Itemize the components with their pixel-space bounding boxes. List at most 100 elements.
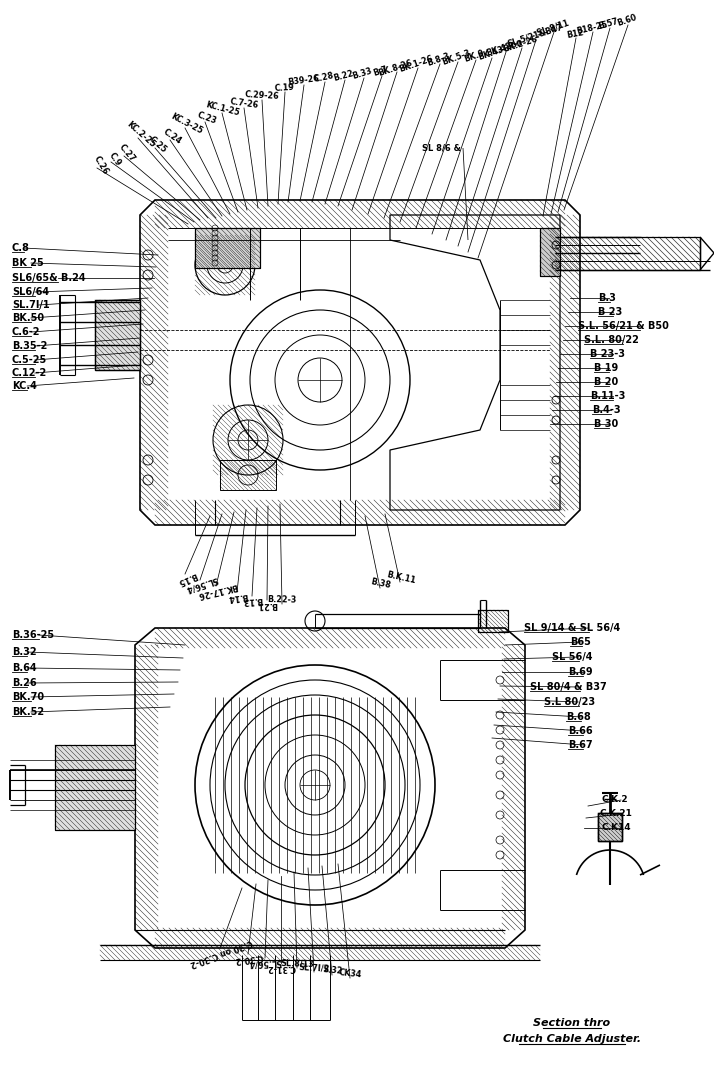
- Text: C.8: C.8: [12, 243, 30, 253]
- Text: SL.7I/1: SL.7I/1: [12, 300, 50, 310]
- Text: B.38: B.38: [370, 577, 392, 590]
- Text: B65: B65: [570, 637, 591, 647]
- Text: B.K.11: B.K.11: [386, 570, 416, 585]
- Text: BK.2-26: BK.2-26: [503, 34, 539, 53]
- Text: C.9: C.9: [107, 150, 123, 168]
- Text: B 23: B 23: [598, 307, 622, 317]
- Text: B.11-3: B.11-3: [590, 391, 625, 401]
- Bar: [478, 610, 508, 632]
- Text: SL 9/14 & SL 56/4: SL 9/14 & SL 56/4: [524, 623, 620, 633]
- Text: B.3: B.3: [598, 293, 616, 303]
- Text: B.67: B.67: [568, 740, 593, 750]
- Text: B.36-25: B.36-25: [12, 630, 54, 640]
- Bar: [540, 228, 560, 276]
- Text: B.22-3: B.22-3: [267, 594, 297, 604]
- Text: SL 80/4 & B37: SL 80/4 & B37: [530, 682, 607, 692]
- Text: S.L 80/23: S.L 80/23: [544, 697, 595, 707]
- Text: C.12-2: C.12-2: [12, 368, 47, 378]
- Bar: [195, 228, 260, 268]
- Text: KC.1-25: KC.1-25: [205, 100, 241, 117]
- Text: C.19: C.19: [274, 82, 295, 93]
- Text: C.26: C.26: [91, 155, 110, 176]
- Text: C.25: C.25: [147, 134, 169, 155]
- Bar: [95, 300, 140, 370]
- Text: B 19: B 19: [594, 363, 618, 373]
- Text: B.66: B.66: [568, 726, 593, 736]
- Text: KC.3-25: KC.3-25: [170, 112, 204, 136]
- Text: B.32: B.32: [12, 647, 36, 657]
- Text: C.27: C.27: [118, 143, 137, 163]
- Text: S.L. 80/22: S.L. 80/22: [584, 335, 639, 345]
- Bar: [478, 610, 508, 632]
- Text: B.64: B.64: [12, 663, 36, 673]
- Text: B.69: B.69: [568, 667, 593, 676]
- Text: SL.56/4: SL.56/4: [184, 575, 218, 594]
- Text: B.7: B.7: [372, 65, 389, 78]
- Text: B 23-3: B 23-3: [590, 349, 625, 359]
- Text: C.29-26: C.29-26: [245, 90, 280, 101]
- Text: B.26: B.26: [12, 678, 36, 688]
- Bar: [540, 228, 560, 276]
- Text: BK.52: BK.52: [12, 707, 44, 717]
- Bar: [598, 813, 622, 841]
- Text: KC.2-25: KC.2-25: [125, 120, 157, 149]
- Bar: [195, 228, 260, 268]
- Text: BK.1-26: BK.1-26: [398, 53, 435, 74]
- Text: C.24: C.24: [161, 127, 183, 146]
- Bar: [598, 813, 622, 841]
- Text: C.K14: C.K14: [601, 824, 630, 832]
- Text: SL 8/6 &: SL 8/6 &: [422, 143, 461, 153]
- Text: SL 8/11: SL 8/11: [536, 18, 570, 37]
- Text: BK.43: BK.43: [477, 45, 505, 62]
- Text: Section thro: Section thro: [533, 1018, 610, 1028]
- Text: B.57: B.57: [598, 17, 620, 31]
- Text: C.7-26: C.7-26: [230, 97, 260, 110]
- Text: B.22: B.22: [333, 68, 355, 82]
- Text: B.60: B.60: [615, 13, 638, 29]
- Text: SL.7I/2: SL.7I/2: [298, 962, 330, 973]
- Text: B 20: B 20: [594, 377, 618, 387]
- Text: B12: B12: [566, 28, 585, 39]
- Text: C.K.21: C.K.21: [600, 810, 633, 818]
- Text: SL.5/21&B47: SL.5/21&B47: [506, 22, 563, 49]
- Text: C.28: C.28: [313, 71, 335, 84]
- Text: B.8-3: B.8-3: [426, 51, 451, 68]
- Text: SL.56/4: SL.56/4: [248, 957, 282, 968]
- Text: BK.70: BK.70: [12, 692, 44, 702]
- Bar: [55, 745, 135, 830]
- Text: C.6-2: C.6-2: [12, 327, 41, 337]
- Text: BK.8-26: BK.8-26: [378, 58, 414, 78]
- Text: B39-26: B39-26: [287, 74, 320, 87]
- Text: B 30: B 30: [594, 419, 618, 429]
- Text: S.L. 56/21 & B50: S.L. 56/21 & B50: [578, 321, 669, 331]
- Text: BK.50: BK.50: [12, 313, 44, 323]
- Text: CK34: CK34: [338, 968, 363, 980]
- Text: B.14: B.14: [227, 591, 248, 602]
- Text: BK 25: BK 25: [12, 258, 44, 268]
- Text: C.23: C.23: [196, 110, 218, 126]
- Text: C.30-2: C.30-2: [233, 953, 263, 965]
- Text: B18-25: B18-25: [575, 19, 608, 35]
- Text: B.13: B.13: [242, 595, 263, 606]
- Text: B.21: B.21: [257, 600, 277, 609]
- Bar: [220, 460, 276, 490]
- Text: B.15: B.15: [176, 570, 198, 586]
- Bar: [55, 745, 135, 830]
- Text: SL6/64: SL6/64: [12, 287, 49, 297]
- Text: B.33: B.33: [352, 66, 373, 81]
- Text: BK.5-3: BK.5-3: [441, 48, 472, 67]
- Bar: [555, 237, 700, 270]
- Text: Clutch Cable Adjuster.: Clutch Cable Adjuster.: [503, 1034, 641, 1044]
- Text: B.68: B.68: [566, 712, 590, 722]
- Text: S.32: S.32: [322, 966, 343, 976]
- Text: SL6/65& B.24: SL6/65& B.24: [12, 273, 86, 283]
- Text: B.4-3: B.4-3: [592, 405, 620, 415]
- Text: C.30 on C.30-2: C.30 on C.30-2: [189, 937, 254, 968]
- Bar: [95, 300, 140, 370]
- Text: SL.8/13: SL.8/13: [280, 958, 314, 969]
- Text: C.31-2: C.31-2: [266, 964, 296, 972]
- Text: BK.42on: BK.42on: [486, 37, 524, 58]
- Text: KC.4: KC.4: [12, 381, 37, 391]
- Text: BK.9: BK.9: [463, 48, 486, 64]
- Text: BK.17-26: BK.17-26: [196, 582, 238, 600]
